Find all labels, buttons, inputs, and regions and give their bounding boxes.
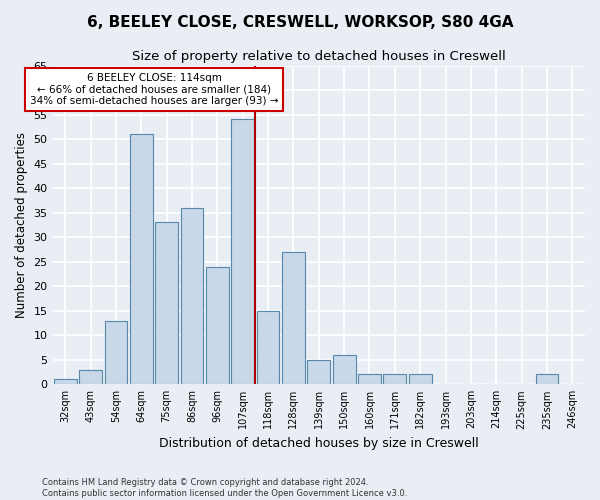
Bar — [257, 310, 280, 384]
Bar — [206, 266, 229, 384]
Bar — [181, 208, 203, 384]
Bar — [536, 374, 559, 384]
Bar — [155, 222, 178, 384]
Bar — [307, 360, 330, 384]
Bar — [54, 380, 77, 384]
Bar — [409, 374, 431, 384]
Text: 6 BEELEY CLOSE: 114sqm
← 66% of detached houses are smaller (184)
34% of semi-de: 6 BEELEY CLOSE: 114sqm ← 66% of detached… — [30, 73, 278, 106]
X-axis label: Distribution of detached houses by size in Creswell: Distribution of detached houses by size … — [159, 437, 479, 450]
Bar — [130, 134, 152, 384]
Title: Size of property relative to detached houses in Creswell: Size of property relative to detached ho… — [132, 50, 506, 63]
Bar — [282, 252, 305, 384]
Bar — [383, 374, 406, 384]
Bar — [79, 370, 102, 384]
Text: Contains HM Land Registry data © Crown copyright and database right 2024.
Contai: Contains HM Land Registry data © Crown c… — [42, 478, 407, 498]
Bar — [104, 320, 127, 384]
Bar — [358, 374, 381, 384]
Bar — [333, 355, 356, 384]
Bar — [231, 120, 254, 384]
Text: 6, BEELEY CLOSE, CRESWELL, WORKSOP, S80 4GA: 6, BEELEY CLOSE, CRESWELL, WORKSOP, S80 … — [87, 15, 513, 30]
Y-axis label: Number of detached properties: Number of detached properties — [15, 132, 28, 318]
